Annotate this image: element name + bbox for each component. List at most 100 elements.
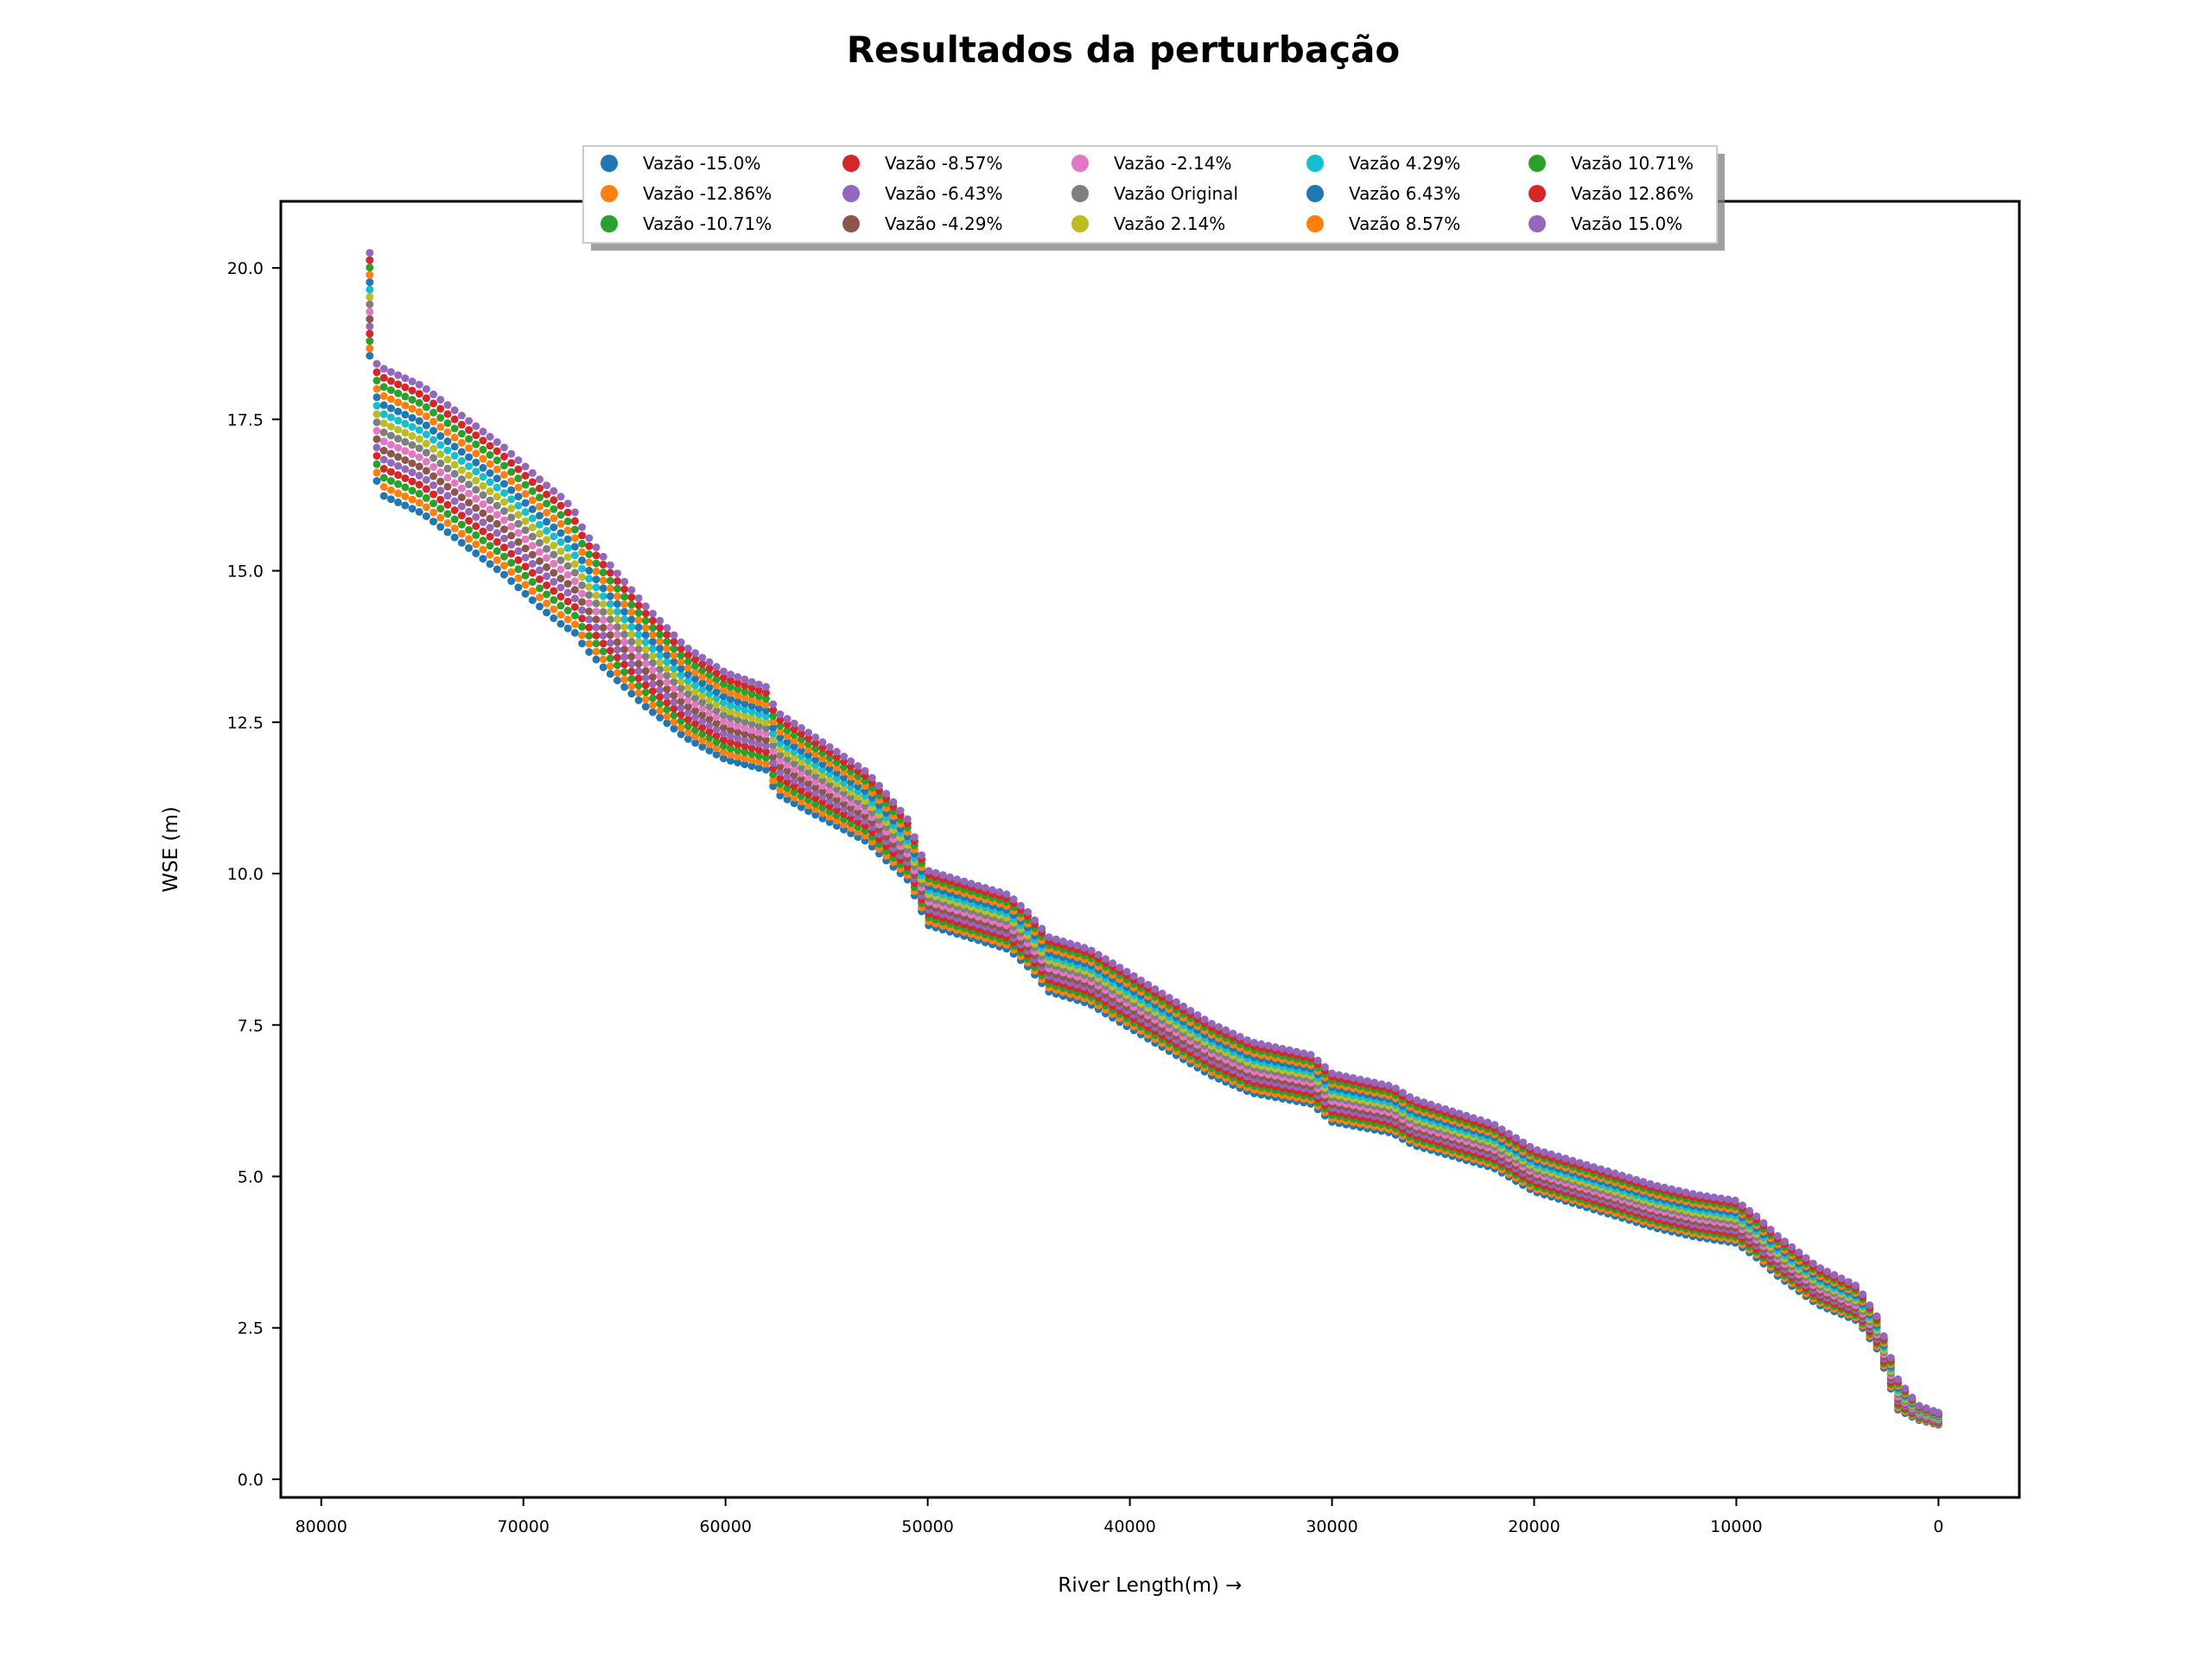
data-point	[387, 368, 395, 376]
data-point	[1590, 1163, 1598, 1172]
data-point	[620, 615, 629, 624]
data-point	[1433, 1103, 1442, 1111]
data-point	[656, 630, 664, 639]
data-point	[521, 571, 530, 580]
data-point	[514, 519, 523, 528]
legend-label: Vazão Original	[1114, 183, 1238, 204]
data-point	[677, 652, 685, 660]
data-point	[953, 875, 962, 884]
data-point	[372, 402, 381, 410]
data-point	[627, 608, 636, 616]
data-point	[472, 476, 480, 485]
data-point	[479, 491, 487, 499]
data-point	[507, 504, 516, 512]
data-point	[465, 480, 474, 489]
data-point	[811, 755, 820, 764]
data-point	[776, 791, 785, 800]
data-point	[712, 682, 721, 690]
data-point	[634, 616, 643, 625]
data-point	[811, 772, 820, 780]
data-point	[656, 665, 664, 673]
data-point	[620, 668, 629, 677]
data-point	[536, 530, 543, 538]
data-point	[465, 535, 474, 543]
data-point	[1016, 901, 1025, 910]
data-point	[797, 735, 805, 744]
data-point	[705, 715, 714, 723]
data-point	[741, 724, 749, 732]
data-point	[960, 877, 969, 886]
data-point	[677, 645, 685, 653]
data-point	[1561, 1154, 1570, 1163]
data-point	[627, 645, 636, 653]
data-point	[649, 609, 657, 618]
data-point	[606, 561, 614, 569]
data-point	[1497, 1125, 1506, 1134]
data-point	[620, 675, 629, 683]
data-point	[811, 788, 820, 797]
data-point	[486, 451, 494, 459]
data-point	[563, 535, 572, 543]
data-point	[656, 693, 664, 701]
data-point	[521, 462, 530, 471]
data-point	[465, 517, 474, 525]
data-point	[762, 700, 770, 709]
data-point	[818, 760, 827, 768]
data-point	[790, 753, 798, 762]
data-point	[365, 256, 374, 264]
data-point	[691, 675, 700, 683]
data-point	[578, 598, 587, 607]
legend-label: Vazão 15.0%	[1571, 213, 1682, 234]
data-point	[1073, 941, 1082, 950]
data-point	[663, 671, 671, 680]
data-point	[479, 509, 487, 518]
data-point	[670, 718, 678, 727]
data-point	[585, 558, 594, 567]
data-point	[585, 542, 594, 550]
data-point	[599, 569, 607, 577]
data-point	[379, 492, 388, 500]
data-point	[769, 717, 778, 726]
data-point	[457, 411, 466, 420]
data-point	[931, 868, 940, 877]
data-point	[436, 450, 445, 459]
data-point	[613, 653, 621, 662]
data-point	[698, 704, 707, 713]
legend-label: Vazão 8.57%	[1349, 213, 1460, 234]
data-point	[613, 577, 621, 585]
data-point	[691, 732, 700, 741]
data-point	[776, 721, 785, 730]
data-point	[762, 736, 770, 744]
data-point	[1934, 1408, 1942, 1417]
legend-label: Vazão -6.43%	[885, 183, 1002, 204]
data-point	[790, 782, 798, 791]
data-point	[379, 401, 388, 410]
data-point	[747, 750, 756, 759]
data-point	[429, 454, 438, 462]
data-point	[585, 575, 594, 583]
data-point	[910, 833, 918, 842]
data-point	[401, 419, 410, 428]
data-point	[663, 712, 671, 721]
data-point	[747, 738, 756, 747]
data-point	[592, 567, 601, 575]
data-point	[450, 461, 459, 469]
data-point	[486, 505, 494, 514]
data-point	[457, 429, 466, 438]
data-point	[585, 632, 594, 640]
data-point	[677, 638, 685, 646]
data-point	[394, 480, 403, 488]
data-point	[1816, 1264, 1825, 1273]
data-point	[570, 620, 579, 628]
data-point	[825, 753, 834, 762]
data-point	[528, 542, 537, 550]
data-point	[500, 562, 508, 570]
data-point	[769, 782, 778, 791]
data-point	[1102, 955, 1109, 963]
data-point	[797, 763, 805, 772]
data-point	[677, 717, 685, 725]
data-point	[472, 512, 480, 521]
data-point	[536, 584, 543, 593]
data-point	[691, 681, 700, 690]
data-point	[479, 518, 487, 526]
